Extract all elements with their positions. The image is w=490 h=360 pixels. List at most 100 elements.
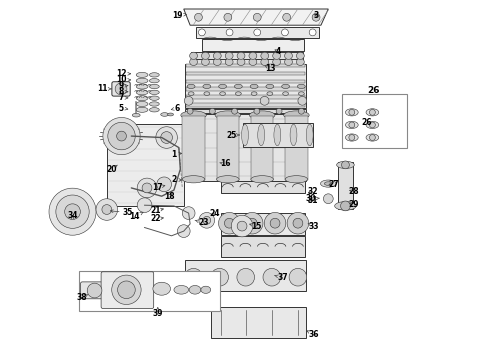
Ellipse shape: [274, 124, 281, 146]
FancyBboxPatch shape: [243, 123, 313, 147]
Text: 7: 7: [119, 94, 128, 102]
Circle shape: [195, 13, 202, 21]
Ellipse shape: [235, 92, 241, 95]
Circle shape: [157, 177, 172, 192]
FancyBboxPatch shape: [186, 87, 305, 91]
Circle shape: [349, 135, 355, 140]
Ellipse shape: [345, 109, 358, 116]
Text: 39: 39: [152, 307, 163, 318]
Ellipse shape: [201, 58, 209, 66]
Circle shape: [231, 215, 253, 237]
Text: 23: 23: [195, 218, 209, 227]
Text: 26: 26: [361, 118, 372, 127]
FancyBboxPatch shape: [211, 307, 306, 338]
Circle shape: [182, 207, 195, 220]
Ellipse shape: [149, 90, 159, 94]
Ellipse shape: [285, 52, 293, 59]
Ellipse shape: [136, 90, 148, 95]
Circle shape: [369, 135, 375, 140]
Circle shape: [224, 218, 234, 228]
Ellipse shape: [298, 92, 304, 95]
Ellipse shape: [296, 58, 304, 66]
FancyBboxPatch shape: [251, 116, 273, 180]
FancyBboxPatch shape: [101, 272, 154, 309]
Ellipse shape: [234, 84, 242, 89]
Text: 4: 4: [275, 46, 281, 55]
Ellipse shape: [168, 113, 173, 116]
Ellipse shape: [237, 58, 245, 66]
Text: 17: 17: [152, 183, 165, 192]
Circle shape: [102, 204, 112, 215]
FancyBboxPatch shape: [220, 236, 305, 257]
Circle shape: [199, 212, 215, 228]
Ellipse shape: [267, 92, 273, 95]
FancyBboxPatch shape: [217, 116, 239, 180]
Ellipse shape: [219, 84, 226, 89]
FancyBboxPatch shape: [185, 109, 306, 113]
Text: 3: 3: [314, 10, 318, 19]
Text: 26: 26: [367, 86, 380, 95]
Ellipse shape: [366, 121, 379, 129]
Ellipse shape: [249, 111, 275, 120]
Ellipse shape: [136, 96, 148, 101]
Text: 30: 30: [306, 194, 319, 203]
Ellipse shape: [190, 58, 197, 66]
Circle shape: [309, 29, 316, 36]
FancyBboxPatch shape: [182, 116, 205, 180]
Ellipse shape: [136, 72, 148, 77]
Ellipse shape: [345, 121, 358, 129]
Circle shape: [177, 225, 190, 238]
Circle shape: [219, 212, 240, 234]
Text: 5: 5: [119, 104, 128, 112]
FancyBboxPatch shape: [186, 103, 305, 107]
Text: 22: 22: [150, 214, 163, 223]
Circle shape: [137, 178, 157, 198]
Ellipse shape: [149, 84, 159, 89]
Circle shape: [137, 198, 152, 212]
Ellipse shape: [282, 84, 290, 89]
Text: 31: 31: [307, 197, 318, 205]
Ellipse shape: [345, 134, 358, 141]
Text: 33: 33: [308, 222, 319, 231]
Circle shape: [96, 199, 118, 220]
Ellipse shape: [220, 92, 225, 95]
Text: 11: 11: [98, 85, 111, 94]
Circle shape: [56, 195, 89, 228]
FancyBboxPatch shape: [285, 116, 308, 180]
Ellipse shape: [203, 84, 211, 89]
Ellipse shape: [213, 52, 221, 59]
Ellipse shape: [335, 202, 356, 210]
Ellipse shape: [217, 176, 239, 183]
Ellipse shape: [366, 134, 379, 141]
Text: 38: 38: [77, 292, 88, 302]
Circle shape: [49, 188, 96, 235]
FancyBboxPatch shape: [220, 181, 305, 193]
Circle shape: [289, 269, 307, 286]
Text: 9: 9: [119, 81, 128, 90]
Ellipse shape: [204, 92, 210, 95]
Ellipse shape: [285, 58, 293, 66]
Circle shape: [184, 96, 193, 105]
Ellipse shape: [324, 182, 332, 185]
Circle shape: [264, 212, 286, 234]
Circle shape: [253, 13, 261, 21]
Ellipse shape: [174, 285, 189, 294]
Ellipse shape: [136, 84, 148, 89]
Text: 20: 20: [106, 165, 118, 174]
FancyBboxPatch shape: [338, 162, 353, 209]
Circle shape: [87, 283, 102, 298]
Polygon shape: [107, 124, 184, 206]
FancyBboxPatch shape: [191, 52, 303, 59]
Ellipse shape: [149, 78, 159, 83]
Ellipse shape: [242, 124, 248, 146]
Text: 15: 15: [250, 222, 262, 231]
Circle shape: [226, 29, 233, 36]
Circle shape: [283, 13, 291, 21]
FancyBboxPatch shape: [186, 64, 305, 67]
Circle shape: [276, 108, 282, 114]
Ellipse shape: [136, 102, 148, 107]
FancyBboxPatch shape: [185, 260, 306, 291]
Text: 29: 29: [348, 200, 359, 209]
Ellipse shape: [189, 285, 201, 294]
Polygon shape: [184, 9, 328, 25]
